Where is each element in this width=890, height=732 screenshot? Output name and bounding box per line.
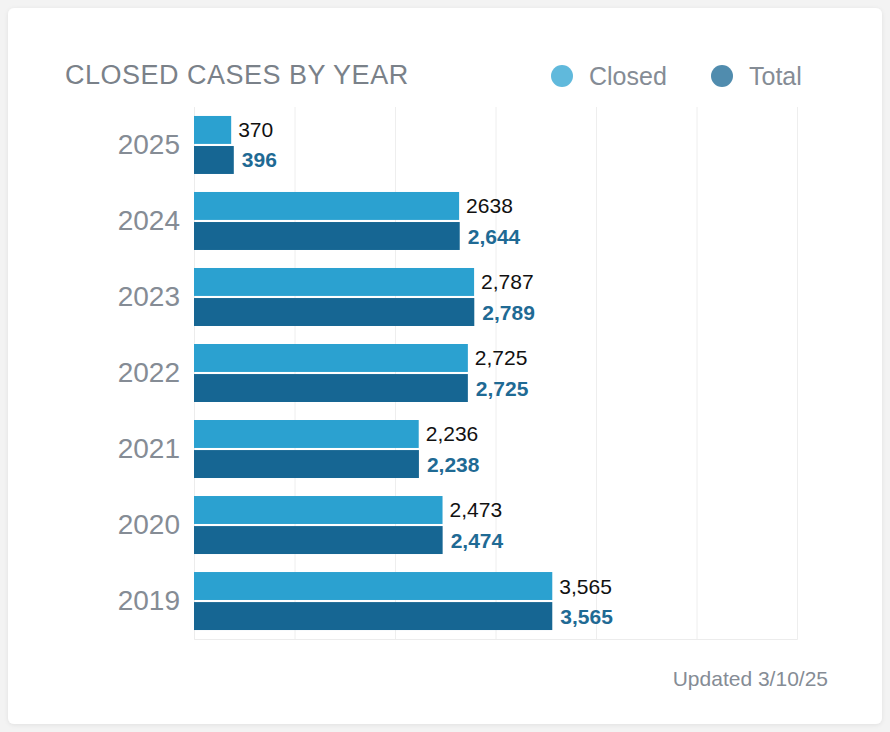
y-tick: 2021 — [118, 433, 194, 464]
x-tick — [797, 107, 798, 639]
legend: Closed Total — [551, 62, 802, 90]
x-tick — [596, 107, 597, 639]
grid-line — [596, 107, 597, 639]
bar — [194, 496, 443, 524]
category-label: 2019 — [118, 585, 180, 616]
bar — [194, 268, 474, 296]
y-tick: 2022 — [118, 357, 194, 388]
grid-line — [496, 107, 497, 639]
bar — [194, 222, 460, 250]
bar — [194, 374, 468, 402]
data-label: 370 — [238, 118, 273, 141]
title: CLOSED CASES BY YEAR — [65, 60, 409, 90]
category-label: 2025 — [118, 129, 180, 160]
data-label: 2,238 — [427, 453, 480, 476]
x-tick — [194, 107, 195, 639]
bar — [194, 344, 468, 372]
annotation: Updated 3/10/25 — [673, 667, 828, 690]
bar — [194, 602, 552, 630]
category-label: 2024 — [118, 205, 180, 236]
bar — [194, 572, 552, 600]
grid-line — [295, 107, 296, 639]
x-axis-line — [195, 107, 798, 640]
data-labels: 370 2638 2,787 2,725 2,236 2,473 3,565 396 2,644… — [238, 118, 613, 627]
data-label: 2,473 — [450, 498, 503, 521]
data-label: 2638 — [466, 194, 513, 217]
y-tick: 2020 — [118, 509, 194, 540]
y-tick: 2025 — [118, 129, 194, 160]
category-label: 2023 — [118, 281, 180, 312]
x-tick — [697, 107, 698, 639]
legend-label: Closed — [589, 62, 667, 90]
data-label: 2,725 — [476, 377, 529, 400]
grid-line — [395, 107, 396, 639]
grid-line — [697, 107, 698, 639]
y-tick: 2023 — [118, 281, 194, 312]
x-tick — [496, 107, 497, 639]
bar — [194, 116, 231, 144]
grid-line — [797, 107, 798, 639]
data-label: 2,789 — [482, 301, 535, 324]
bar — [194, 526, 443, 554]
grid-line — [194, 107, 195, 639]
data-label: 2,236 — [426, 422, 479, 445]
y-tick: 2024 — [118, 205, 194, 236]
legend-marker — [551, 65, 573, 87]
data-label: 2,474 — [451, 529, 504, 552]
bar — [194, 192, 459, 220]
x-tick — [295, 107, 296, 639]
bar — [194, 420, 419, 448]
bar — [194, 450, 419, 478]
y-tick: 2019 — [118, 585, 194, 616]
y-axis-line — [194, 108, 195, 640]
bar — [194, 298, 474, 326]
x-tick — [395, 107, 396, 639]
y-axis: 2025 2024 2023 2022 2021 2020 2019 — [118, 108, 195, 640]
data-label: 2,725 — [475, 346, 528, 369]
bar — [194, 146, 234, 174]
category-label: 2021 — [118, 433, 180, 464]
data-label: 3,565 — [560, 605, 613, 628]
legend-label: Total — [749, 62, 802, 90]
data-label: 396 — [242, 148, 277, 171]
category-label: 2022 — [118, 357, 180, 388]
data-label: 2,644 — [468, 225, 521, 248]
data-label: 3,565 — [559, 575, 612, 598]
legend-marker — [711, 65, 733, 87]
card — [8, 8, 882, 724]
chart: CLOSED CASES BY YEAR 2025 2024 2023 2022 2021… — [0, 0, 890, 732]
category-label: 2020 — [118, 509, 180, 540]
x-axis — [195, 107, 798, 640]
data-label: 2,787 — [481, 270, 534, 293]
bars — [194, 116, 552, 630]
